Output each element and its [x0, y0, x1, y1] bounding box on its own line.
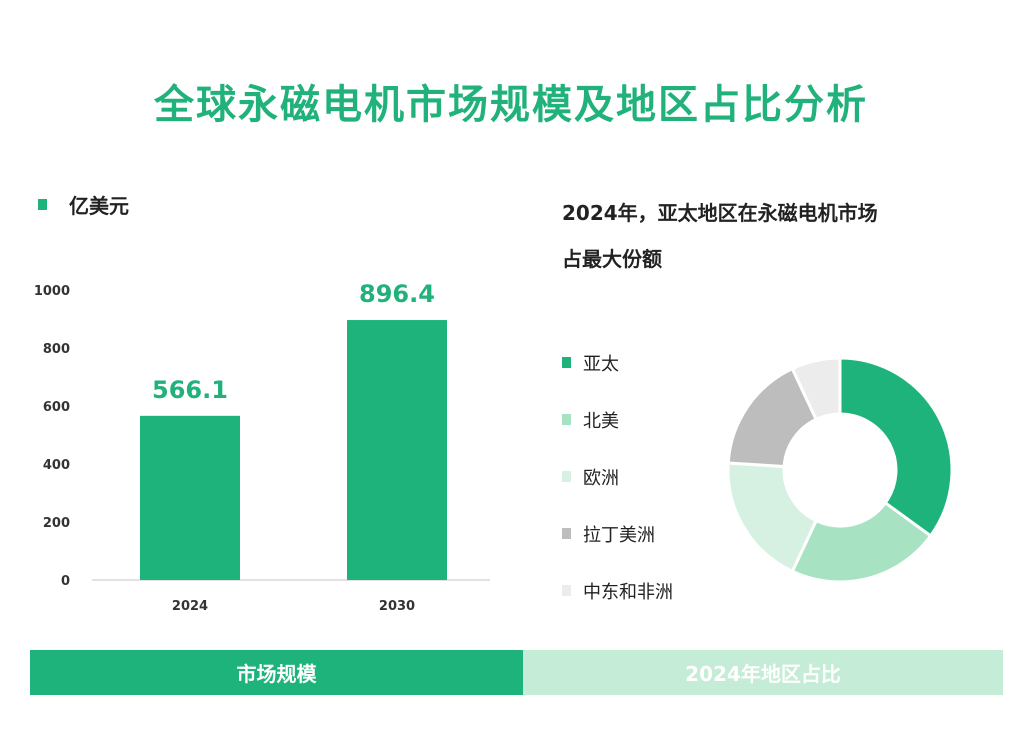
y-tick-label: 600 — [43, 400, 70, 415]
page-title: 全球永磁电机市场规模及地区占比分析 — [154, 82, 868, 128]
legend-swatch — [562, 585, 571, 596]
legend-swatch — [562, 414, 571, 425]
pie-legend: 亚太北美欧洲拉丁美洲中东和非洲 — [562, 334, 673, 619]
y-tick-label: 200 — [43, 516, 70, 531]
bar-legend-swatch — [38, 199, 47, 210]
y-tick-label: 400 — [43, 458, 70, 473]
bar-data-label: 896.4 — [359, 280, 435, 308]
legend-item: 拉丁美洲 — [562, 505, 673, 562]
footer-region-share: 2024年地区占比 — [523, 650, 1003, 695]
bar-chart: 0 200 400 600 800 1000 566.1 2024 896.4 2030 — [34, 280, 490, 614]
legend-label: 欧洲 — [583, 467, 619, 489]
donut-slice-欧洲 — [726, 461, 819, 574]
bar-data-label: 566.1 — [152, 376, 228, 404]
bar-legend: 亿美元 — [38, 190, 129, 219]
x-tick-label: 2024 — [172, 599, 208, 614]
legend-label: 北美 — [583, 410, 619, 432]
legend-item: 中东和非洲 — [562, 562, 673, 619]
bar-2024 — [140, 415, 240, 580]
y-tick-label: 0 — [61, 574, 70, 589]
legend-label: 拉丁美洲 — [583, 524, 655, 546]
donut-chart — [726, 356, 954, 584]
legend-label: 亚太 — [583, 353, 619, 375]
legend-swatch — [562, 357, 571, 368]
bar-2030 — [347, 320, 447, 580]
y-tick-label: 800 — [43, 342, 70, 357]
footer-market-size: 市场规模 — [30, 650, 523, 695]
donut-slice-北美 — [790, 500, 933, 584]
donut-slice-亚太 — [838, 356, 954, 538]
legend-item: 北美 — [562, 391, 673, 448]
legend-item: 欧洲 — [562, 448, 673, 505]
donut-slice-中东和非洲 — [790, 356, 842, 422]
legend-swatch — [562, 528, 571, 539]
legend-label: 中东和非洲 — [583, 581, 673, 603]
bar-unit-label: 亿美元 — [69, 194, 129, 218]
x-tick-label: 2030 — [379, 599, 415, 614]
pie-chart-title: 2024年，亚太地区在永磁电机市场 占最大份额 — [562, 190, 1002, 282]
pie-title-line-1: 2024年，亚太地区在永磁电机市场 — [562, 201, 878, 225]
y-tick-label: 1000 — [34, 284, 70, 299]
legend-item: 亚太 — [562, 334, 673, 391]
legend-swatch — [562, 471, 571, 482]
pie-title-line-2: 占最大份额 — [562, 247, 662, 271]
